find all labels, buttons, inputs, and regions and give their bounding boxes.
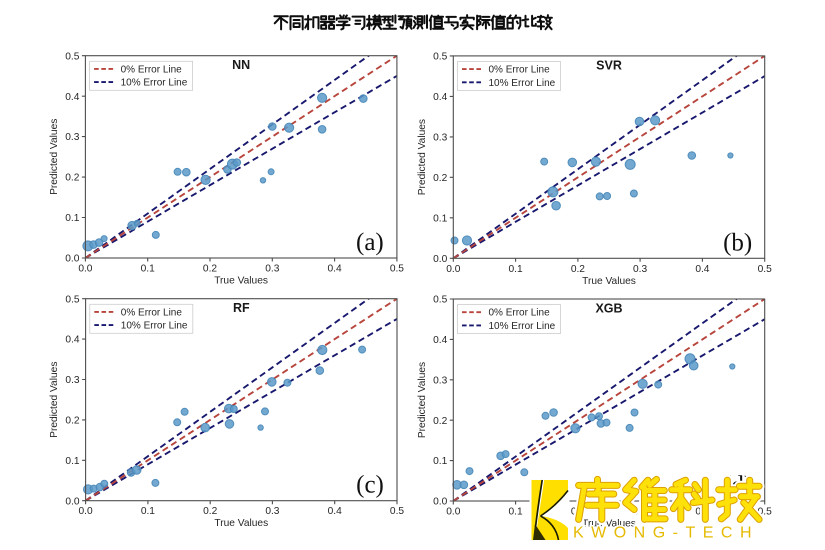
- svg-text:0.2: 0.2: [203, 264, 217, 275]
- svg-text:0.2: 0.2: [203, 506, 217, 517]
- svg-text:0.0: 0.0: [446, 264, 460, 275]
- svg-text:0.5: 0.5: [433, 295, 447, 306]
- svg-text:Predicted Values: Predicted Values: [49, 119, 60, 195]
- svg-text:Predicted Values: Predicted Values: [417, 119, 428, 195]
- svg-text:0.3: 0.3: [65, 375, 79, 386]
- svg-text:NN: NN: [232, 58, 250, 72]
- svg-text:0.4: 0.4: [328, 264, 342, 275]
- svg-text:0.1: 0.1: [141, 264, 155, 275]
- svg-text:0.3: 0.3: [265, 506, 279, 517]
- svg-text:0.2: 0.2: [433, 416, 447, 427]
- svg-text:0.3: 0.3: [433, 375, 447, 386]
- svg-text:10% Error Line: 10% Error Line: [121, 321, 188, 332]
- svg-text:XGB: XGB: [595, 302, 622, 316]
- svg-text:0.3: 0.3: [265, 264, 279, 275]
- svg-text:0.1: 0.1: [65, 456, 79, 467]
- svg-text:0.0: 0.0: [65, 496, 79, 507]
- svg-text:0.1: 0.1: [509, 507, 523, 518]
- svg-text:10% Error Line: 10% Error Line: [121, 78, 188, 89]
- svg-text:True Values: True Values: [214, 276, 268, 287]
- svg-text:0.1: 0.1: [65, 213, 79, 224]
- svg-text:0.3: 0.3: [65, 132, 79, 143]
- svg-text:0.5: 0.5: [390, 264, 404, 275]
- svg-text:0.2: 0.2: [433, 173, 447, 184]
- svg-text:Predicted Values: Predicted Values: [417, 362, 428, 438]
- svg-text:0.5: 0.5: [65, 294, 79, 305]
- svg-text:0.4: 0.4: [328, 506, 342, 517]
- svg-text:0.5: 0.5: [433, 52, 447, 63]
- svg-text:0.2: 0.2: [571, 264, 585, 275]
- svg-text:0.3: 0.3: [433, 133, 447, 144]
- svg-text:0.0: 0.0: [78, 264, 92, 275]
- svg-text:0.4: 0.4: [695, 264, 709, 275]
- svg-text:KWONG-TECH: KWONG-TECH: [573, 525, 759, 542]
- svg-text:(b): (b): [723, 229, 752, 256]
- svg-text:0.4: 0.4: [433, 335, 447, 346]
- svg-text:0.2: 0.2: [65, 173, 79, 184]
- svg-text:0% Error Line: 0% Error Line: [121, 307, 183, 318]
- svg-text:(c): (c): [356, 472, 384, 499]
- svg-text:0.0: 0.0: [446, 507, 460, 518]
- svg-text:0.5: 0.5: [65, 51, 79, 62]
- svg-text:True Values: True Values: [582, 276, 636, 287]
- svg-text:True Values: True Values: [582, 519, 636, 530]
- svg-text:(a): (a): [356, 229, 384, 256]
- svg-text:0.1: 0.1: [141, 506, 155, 517]
- svg-text:0% Error Line: 0% Error Line: [489, 308, 551, 319]
- svg-text:Predicted Values: Predicted Values: [49, 362, 60, 438]
- svg-text:0.4: 0.4: [65, 335, 79, 346]
- svg-text:0.1: 0.1: [509, 264, 523, 275]
- svg-text:0% Error Line: 0% Error Line: [121, 64, 183, 75]
- svg-text:0.5: 0.5: [390, 506, 404, 517]
- svg-text:0.4: 0.4: [433, 92, 447, 103]
- svg-text:SVR: SVR: [596, 58, 622, 72]
- svg-text:0.2: 0.2: [65, 416, 79, 427]
- svg-text:10% Error Line: 10% Error Line: [489, 321, 556, 332]
- svg-text:0.5: 0.5: [758, 507, 772, 518]
- svg-text:0.1: 0.1: [433, 213, 447, 224]
- svg-text:0.3: 0.3: [633, 264, 647, 275]
- svg-text:0.5: 0.5: [758, 264, 772, 275]
- svg-text:0.4: 0.4: [65, 92, 79, 103]
- svg-text:RF: RF: [233, 301, 250, 315]
- svg-text:0.0: 0.0: [433, 497, 447, 508]
- svg-text:0.0: 0.0: [65, 254, 79, 265]
- svg-text:True Values: True Values: [214, 518, 268, 529]
- svg-text:0.0: 0.0: [433, 254, 447, 265]
- svg-text:0.0: 0.0: [79, 506, 93, 517]
- svg-text:0.1: 0.1: [433, 456, 447, 467]
- svg-text:10% Error Line: 10% Error Line: [489, 78, 556, 89]
- svg-text:0% Error Line: 0% Error Line: [489, 65, 551, 76]
